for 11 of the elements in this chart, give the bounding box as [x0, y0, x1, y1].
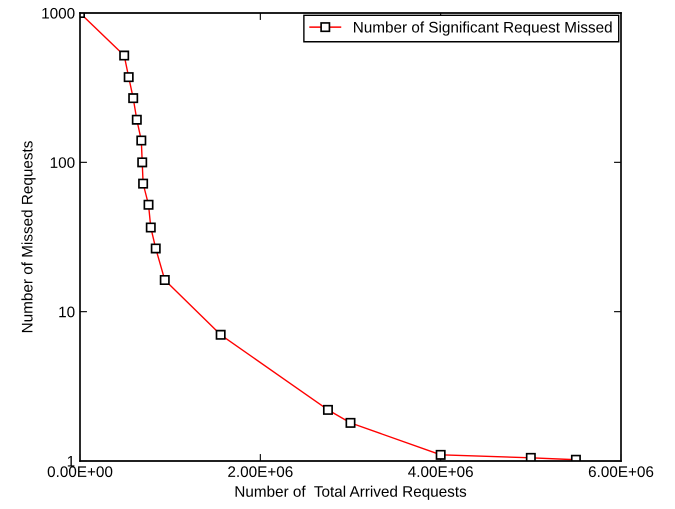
legend-label: Number of Significant Request Missed [354, 21, 612, 36]
x-tick-label: 6.00E+06 [588, 466, 654, 478]
x-tick-label: 4.00E+06 [408, 466, 473, 478]
y-axis-title: Number of Missed Requests [21, 141, 36, 332]
y-tick-label: 1 [68, 456, 74, 467]
y-tick-label: 100 [50, 157, 75, 168]
y-tick-label: 10 [59, 306, 75, 318]
x-axis-title: Number of Total Arrived Requests [236, 486, 466, 500]
x-tick-label: 0.00E+00 [48, 466, 112, 478]
y-tick-label: 1000 [42, 8, 75, 19]
x-tick-label: 2.00E+06 [228, 466, 293, 478]
